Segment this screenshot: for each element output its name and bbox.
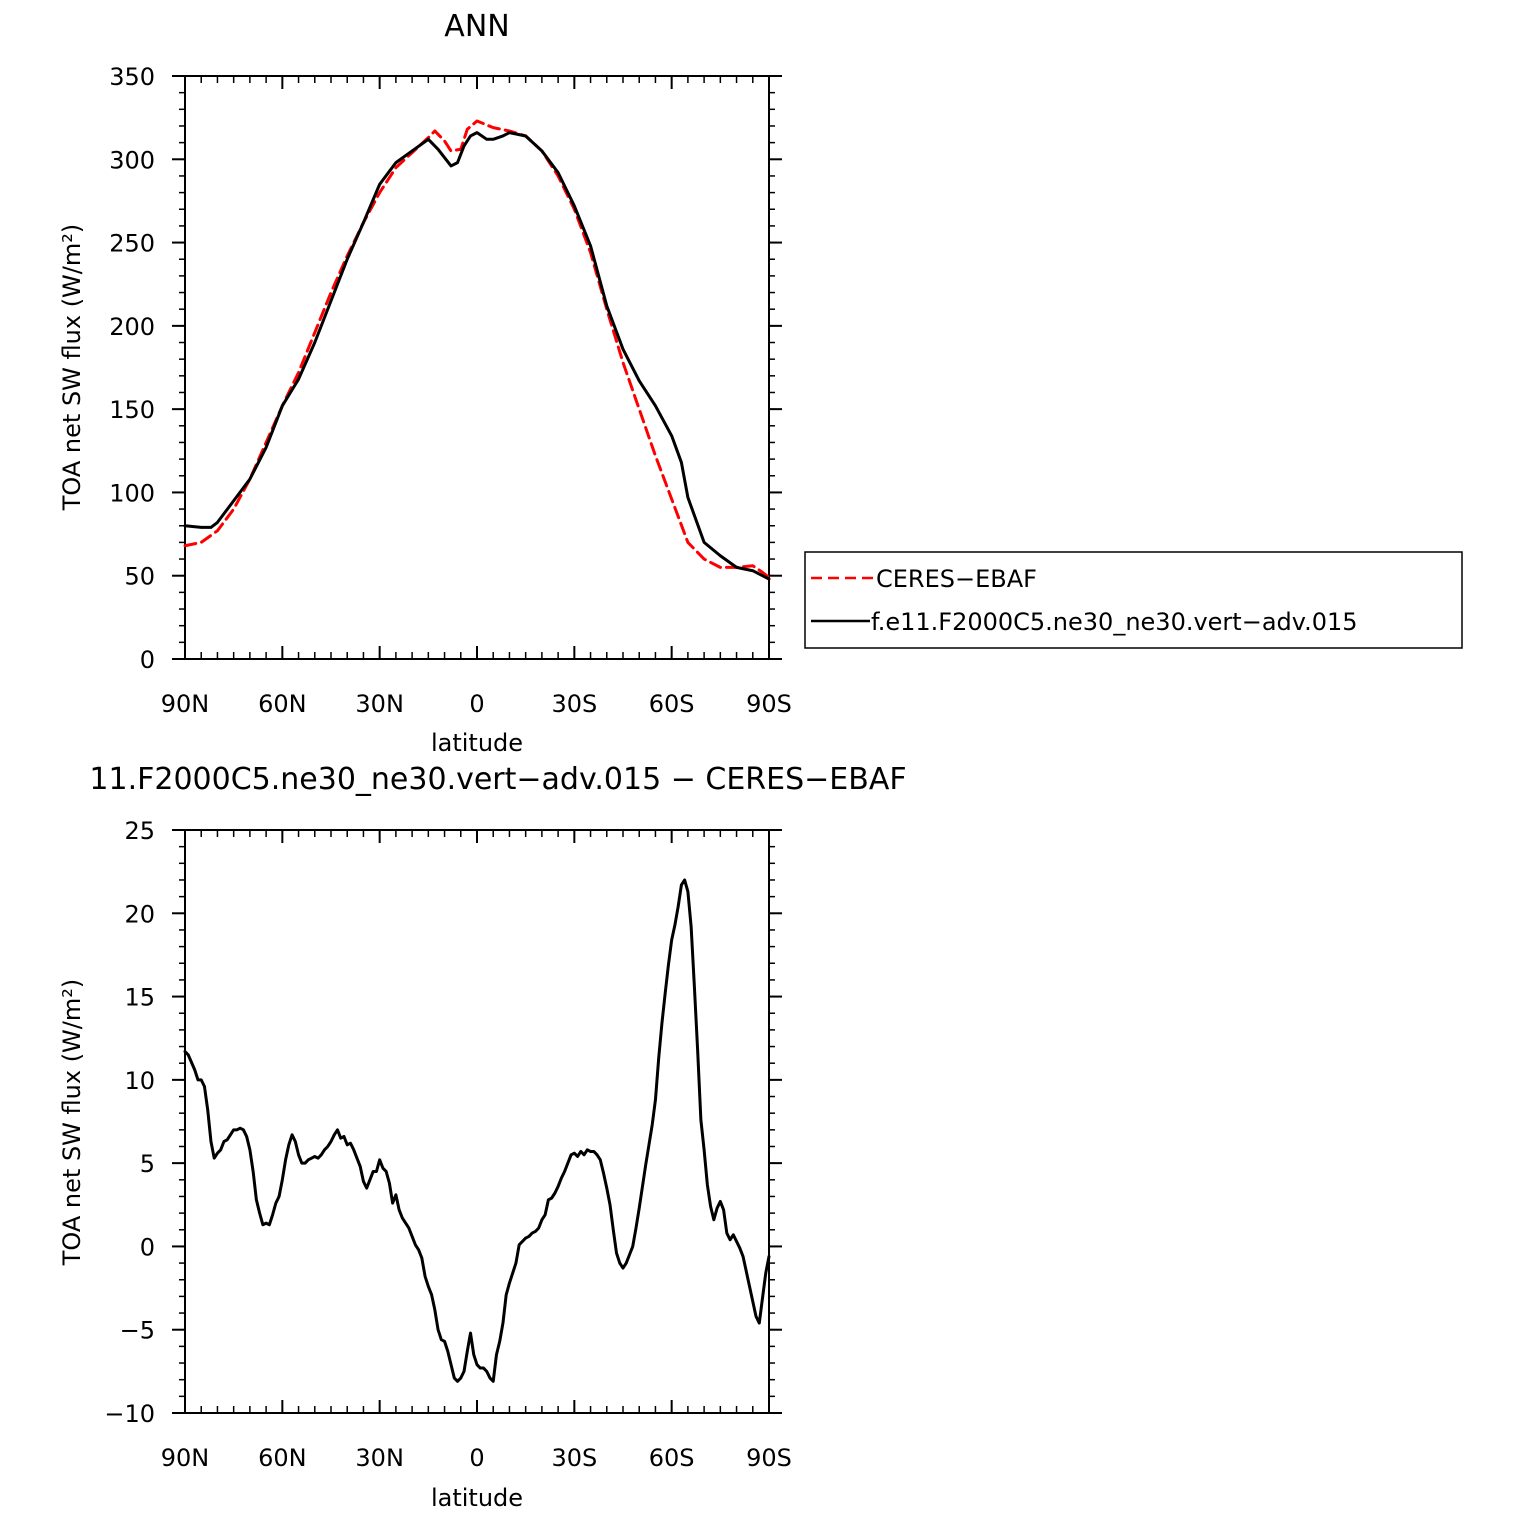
top-panel: ANN 90N 60N 30N 0 30S 60S 90S 0 50 100 150 200 250 30…	[58, 9, 792, 757]
bottom-plot-title: 11.F2000C5.ne30_ne30.vert−adv.015 − CERE…	[89, 762, 906, 797]
y-tick-label: 200	[109, 313, 155, 341]
y-tick-label: −5	[120, 1317, 155, 1345]
y-tick-label: 10	[124, 1067, 155, 1095]
bottom-series-group	[183, 878, 771, 1383]
x-tick-label: 30N	[355, 690, 404, 718]
x-tick-label: 90S	[746, 690, 792, 718]
top-series-line-1	[183, 131, 771, 581]
x-tick-label: 30S	[551, 690, 597, 718]
legend-label-model: f.e11.F2000C5.ne30_ne30.vert−adv.015	[871, 608, 1358, 636]
top-axis-ticks: 90N 60N 30N 0 30S 60S 90S 0 50 100 150 200 250 300 350	[109, 63, 792, 718]
x-tick-label: 60S	[649, 1444, 695, 1472]
top-y-axis-title: TOA net SW flux (W/m²)	[58, 224, 86, 512]
y-tick-label: 350	[109, 63, 155, 91]
y-tick-label: 300	[109, 146, 155, 174]
y-tick-label: 0	[140, 646, 155, 674]
y-tick-label: 250	[109, 230, 155, 258]
top-legend: CERES−EBAF f.e11.F2000C5.ne30_ne30.vert−…	[804, 551, 1463, 649]
y-tick-label: 5	[140, 1150, 155, 1178]
x-tick-label: 90N	[161, 1444, 210, 1472]
y-tick-label: 100	[109, 479, 155, 507]
top-x-axis-title: latitude	[431, 729, 523, 757]
bottom-x-axis-title: latitude	[431, 1484, 523, 1512]
legend-label-ceres: CERES−EBAF	[876, 565, 1037, 593]
y-tick-label: 20	[124, 900, 155, 928]
y-tick-label: 0	[140, 1233, 155, 1261]
y-tick-label: 50	[124, 563, 155, 591]
legend-box	[804, 551, 1463, 649]
bottom-series-line-0	[183, 878, 771, 1383]
x-tick-label: 90S	[746, 1444, 792, 1472]
x-tick-label: 30S	[551, 1444, 597, 1472]
x-tick-label: 0	[469, 690, 484, 718]
y-tick-label: 150	[109, 396, 155, 424]
y-tick-label: 25	[124, 817, 155, 845]
x-tick-label: 0	[469, 1444, 484, 1472]
x-tick-label: 60S	[649, 690, 695, 718]
top-series-line-0	[183, 119, 771, 579]
y-tick-label: −10	[104, 1400, 155, 1428]
bottom-y-axis-title: TOA net SW flux (W/m²)	[58, 979, 86, 1267]
bottom-plot-frame	[184, 829, 770, 1414]
top-series-group	[183, 119, 771, 581]
x-tick-label: 60N	[258, 1444, 307, 1472]
x-tick-label: 30N	[355, 1444, 404, 1472]
x-tick-label: 60N	[258, 690, 307, 718]
y-tick-label: 15	[124, 984, 155, 1012]
x-tick-label: 90N	[161, 690, 210, 718]
top-plot-frame	[184, 75, 770, 660]
top-plot-title: ANN	[444, 9, 509, 44]
bottom-panel: 11.F2000C5.ne30_ne30.vert−adv.015 − CERE…	[58, 762, 907, 1512]
bottom-axis-ticks: 90N 60N 30N 0 30S 60S 90S −10 −5 0 5 10 15 20 25	[104, 817, 792, 1472]
